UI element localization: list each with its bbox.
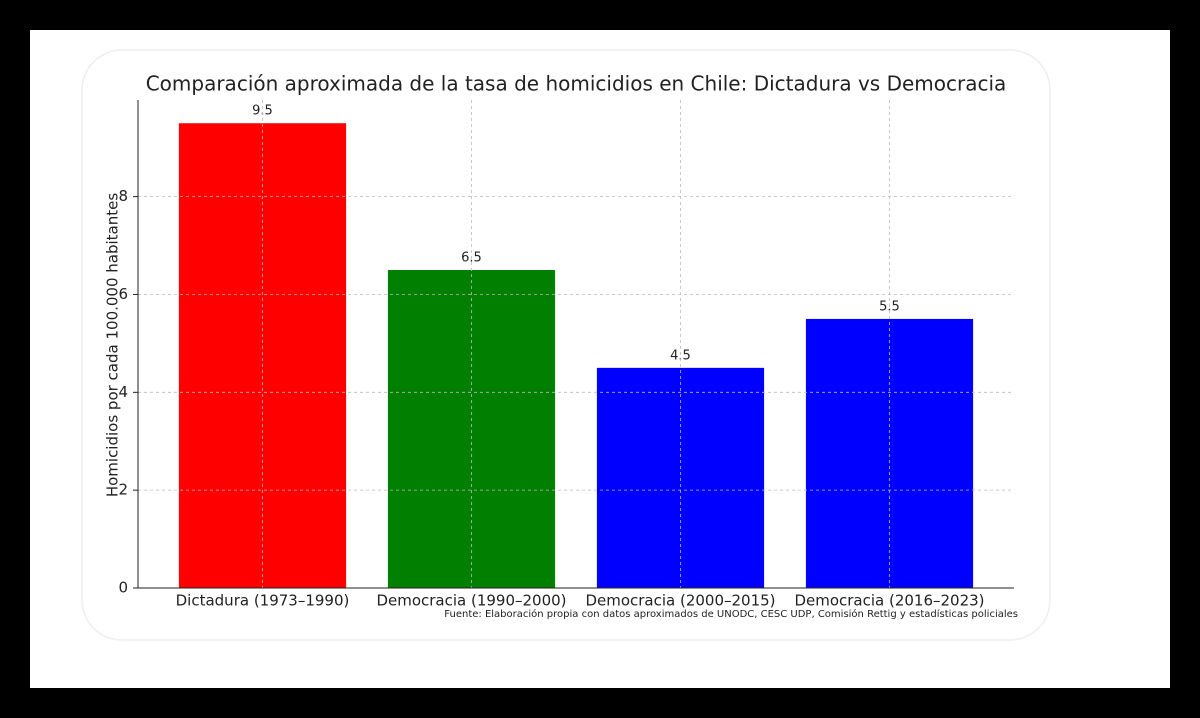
y-axis-label: Homicidios por cada 100.000 habitantes bbox=[104, 193, 122, 498]
value-label: 9.5 bbox=[252, 104, 273, 119]
y-tick-label: 4 bbox=[118, 383, 128, 401]
source-note: Fuente: Elaboración propia con datos apr… bbox=[444, 608, 1018, 620]
chart-title: Comparación aproximada de la tasa de hom… bbox=[146, 72, 1007, 96]
x-tick-label: Democracia (1990–2000) bbox=[376, 592, 566, 610]
y-tick-label: 8 bbox=[118, 187, 128, 205]
x-tick-label: Democracia (2016–2023) bbox=[794, 592, 984, 610]
y-tick-label: 0 bbox=[118, 579, 128, 597]
y-tick-label: 2 bbox=[118, 481, 128, 499]
value-label: 4.5 bbox=[670, 348, 691, 363]
x-tick-label: Dictadura (1973–1990) bbox=[176, 592, 350, 610]
bar bbox=[805, 318, 974, 588]
y-tick-label: 6 bbox=[118, 285, 128, 303]
x-tick-label: Democracia (2000–2015) bbox=[585, 592, 775, 610]
